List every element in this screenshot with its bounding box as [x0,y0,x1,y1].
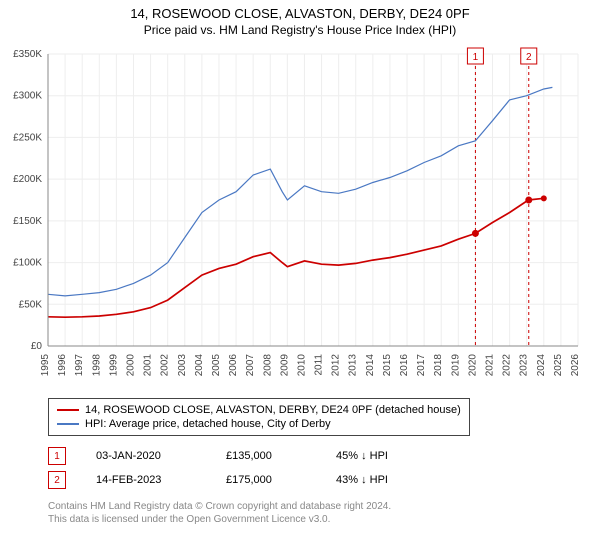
svg-text:2025: 2025 [553,354,564,377]
svg-text:£150K: £150K [13,216,42,227]
svg-text:£350K: £350K [13,49,42,60]
legend-label: HPI: Average price, detached house, City… [85,418,331,430]
svg-text:2005: 2005 [211,354,222,377]
svg-text:2013: 2013 [348,354,359,377]
svg-text:2009: 2009 [279,354,290,377]
legend-row: HPI: Average price, detached house, City… [57,417,461,431]
sale-date: 14-FEB-2023 [96,474,196,486]
svg-text:2011: 2011 [314,354,325,376]
svg-text:1995: 1995 [40,354,51,377]
svg-text:2007: 2007 [245,354,256,377]
svg-text:2020: 2020 [467,354,478,377]
legend-swatch [57,423,79,425]
svg-text:1996: 1996 [57,354,68,377]
svg-text:2012: 2012 [331,354,342,377]
svg-text:1998: 1998 [91,354,102,377]
svg-text:1997: 1997 [74,354,85,377]
svg-text:2021: 2021 [485,354,496,377]
svg-text:£200K: £200K [13,174,42,185]
svg-text:2023: 2023 [519,354,530,377]
legend: 14, ROSEWOOD CLOSE, ALVASTON, DERBY, DE2… [48,398,470,436]
chart-plot: 12£0£50K£100K£150K£200K£250K£300K£350K19… [48,46,584,386]
marker-badge: 2 [48,471,66,489]
svg-text:2016: 2016 [399,354,410,377]
svg-text:2018: 2018 [433,354,444,377]
svg-text:1999: 1999 [108,354,119,377]
sale-date: 03-JAN-2020 [96,450,196,462]
svg-text:£300K: £300K [13,91,42,102]
legend-row: 14, ROSEWOOD CLOSE, ALVASTON, DERBY, DE2… [57,403,461,417]
sale-price: £175,000 [226,474,306,486]
svg-text:£250K: £250K [13,132,42,143]
svg-text:2010: 2010 [296,354,307,377]
marker-badge: 1 [48,447,66,465]
sale-price: £135,000 [226,450,306,462]
sale-pct: 43% ↓ HPI [336,474,388,486]
footnote-line: This data is licensed under the Open Gov… [48,513,391,526]
svg-text:2019: 2019 [450,354,461,377]
table-row: 2 14-FEB-2023 £175,000 43% ↓ HPI [48,468,388,492]
footnote-line: Contains HM Land Registry data © Crown c… [48,500,391,513]
svg-text:2006: 2006 [228,354,239,377]
svg-text:2002: 2002 [160,354,171,377]
svg-text:2024: 2024 [536,354,547,377]
svg-text:2015: 2015 [382,354,393,377]
svg-text:2001: 2001 [143,354,154,377]
svg-text:2003: 2003 [177,354,188,377]
footnote: Contains HM Land Registry data © Crown c… [48,500,391,526]
title-sub: Price paid vs. HM Land Registry's House … [0,23,600,37]
chart-container: 14, ROSEWOOD CLOSE, ALVASTON, DERBY, DE2… [0,0,600,560]
sale-pct: 45% ↓ HPI [336,450,388,462]
table-row: 1 03-JAN-2020 £135,000 45% ↓ HPI [48,444,388,468]
chart-svg: 12£0£50K£100K£150K£200K£250K£300K£350K19… [48,46,584,386]
svg-text:£100K: £100K [13,258,42,269]
svg-text:2017: 2017 [416,354,427,377]
svg-text:£0: £0 [31,341,43,352]
svg-text:2000: 2000 [125,354,136,377]
svg-text:2: 2 [526,52,532,63]
legend-swatch [57,409,79,411]
svg-text:2026: 2026 [570,354,581,377]
legend-label: 14, ROSEWOOD CLOSE, ALVASTON, DERBY, DE2… [85,404,461,416]
svg-text:2008: 2008 [262,354,273,377]
sales-table: 1 03-JAN-2020 £135,000 45% ↓ HPI 2 14-FE… [48,444,388,492]
svg-text:2022: 2022 [502,354,513,377]
title-block: 14, ROSEWOOD CLOSE, ALVASTON, DERBY, DE2… [0,0,600,37]
svg-text:2014: 2014 [365,354,376,377]
svg-text:2004: 2004 [194,354,205,377]
svg-text:£50K: £50K [19,299,43,310]
svg-text:1: 1 [473,52,479,63]
title-main: 14, ROSEWOOD CLOSE, ALVASTON, DERBY, DE2… [0,6,600,21]
